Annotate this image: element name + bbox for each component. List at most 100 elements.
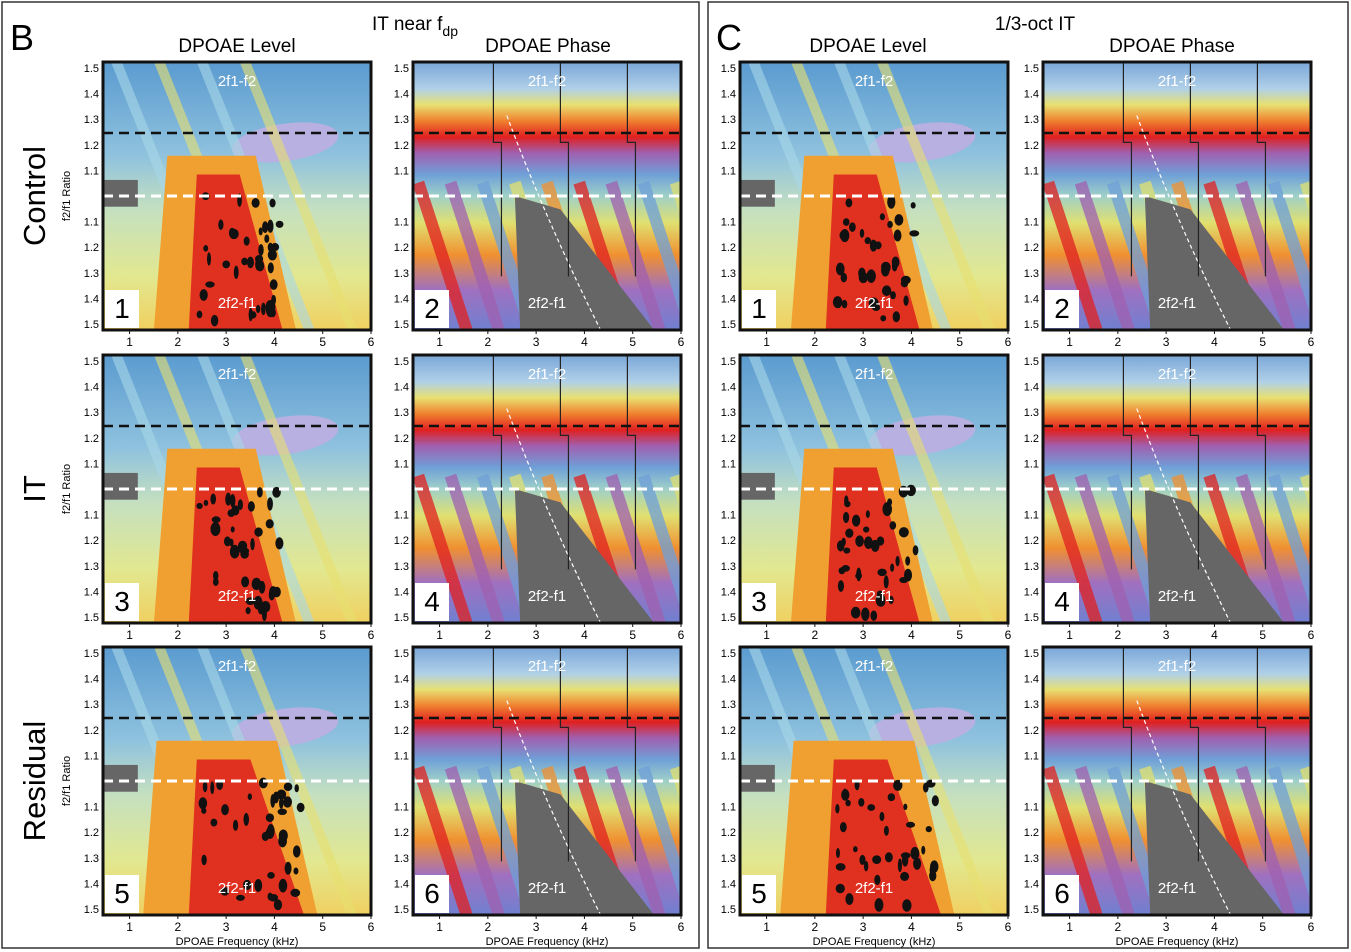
gray-mask bbox=[103, 179, 138, 207]
contour-spot bbox=[258, 777, 268, 789]
gray-mask bbox=[740, 179, 775, 207]
annotation: 2f2-f1 bbox=[1158, 880, 1196, 897]
contour-spot bbox=[201, 807, 207, 814]
contour-spot bbox=[206, 252, 212, 266]
contour-spot bbox=[858, 797, 865, 807]
y-tick-label: 1.3 bbox=[721, 561, 736, 573]
plot-frame bbox=[1041, 60, 1313, 332]
x-tick-label: 1 bbox=[1066, 920, 1073, 934]
contour-spot bbox=[222, 260, 231, 269]
contour-spot bbox=[210, 781, 215, 795]
contour-spot bbox=[196, 310, 203, 319]
contour-spot bbox=[865, 510, 870, 519]
contour-spot bbox=[912, 545, 919, 556]
contour-map bbox=[103, 62, 371, 330]
y-tick-label: 1.1 bbox=[84, 750, 99, 762]
contour-map bbox=[740, 62, 1008, 330]
y-tick-label: 1.2 bbox=[84, 242, 99, 254]
gray-mask bbox=[514, 196, 655, 330]
y-tick-label: 1.5 bbox=[84, 63, 99, 75]
contour-spot bbox=[890, 291, 896, 300]
plot-number: 5 bbox=[751, 878, 767, 909]
y-tick-label: 1.4 bbox=[84, 878, 99, 890]
y-tick-label: 1.5 bbox=[84, 612, 99, 624]
y-tick-label: 1.5 bbox=[84, 356, 99, 368]
y-tick-label: 1.3 bbox=[394, 853, 409, 865]
contour-spot bbox=[273, 899, 283, 911]
x-tick-label: 4 bbox=[1211, 335, 1218, 349]
plot-number-box bbox=[415, 290, 449, 328]
contour-region bbox=[188, 174, 283, 330]
contour-spot bbox=[845, 893, 854, 905]
phase-jump bbox=[1189, 355, 1200, 570]
contour-spot bbox=[887, 194, 896, 209]
annotation: 2f2-f1 bbox=[528, 880, 566, 897]
contour-spot bbox=[261, 302, 266, 316]
contour-spot bbox=[900, 871, 910, 882]
contour-spot bbox=[202, 781, 208, 793]
annotation: 2f1-f2 bbox=[855, 73, 893, 90]
contour-spot bbox=[264, 234, 270, 243]
plot-frame bbox=[101, 645, 373, 917]
y-tick-label: 1.5 bbox=[721, 63, 736, 75]
contour-spot bbox=[849, 222, 856, 232]
annotation: 2f1-f2 bbox=[528, 366, 566, 383]
y-tick-label: 1.3 bbox=[84, 114, 99, 126]
contour-spot bbox=[266, 824, 275, 838]
phase-jump bbox=[626, 647, 637, 862]
y-tick-label: 1.3 bbox=[721, 853, 736, 865]
y-tick-label: 1.2 bbox=[1024, 242, 1039, 254]
y-tick-label: 1.3 bbox=[1024, 853, 1039, 865]
y-tick-label: 1.3 bbox=[84, 853, 99, 865]
contour-spot bbox=[221, 804, 229, 816]
plot-number-box bbox=[105, 290, 139, 328]
contour-spot bbox=[872, 855, 882, 865]
y-tick-label: 1.5 bbox=[394, 63, 409, 75]
x-tick-label: 3 bbox=[860, 335, 867, 349]
x-tick-label: 4 bbox=[908, 628, 915, 642]
contour-map bbox=[103, 355, 371, 623]
contour-spot bbox=[866, 272, 872, 281]
y-tick-label: 1.2 bbox=[394, 535, 409, 547]
contour-spot bbox=[269, 198, 276, 208]
contour-map bbox=[413, 62, 681, 330]
y-tick-label: 1.1 bbox=[1024, 165, 1039, 177]
gray-mask bbox=[514, 489, 655, 623]
y-tick-label: 1.3 bbox=[394, 114, 409, 126]
x-tick-label: 4 bbox=[1211, 628, 1218, 642]
plot-number-box bbox=[1045, 875, 1079, 913]
x-tick-label: 4 bbox=[581, 628, 588, 642]
y-tick-label: 1.2 bbox=[394, 242, 409, 254]
contour-spot bbox=[922, 782, 929, 793]
y-tick-label: 1.2 bbox=[84, 433, 99, 445]
y-tick-label: 1.3 bbox=[84, 407, 99, 419]
y-tick-label: 1.1 bbox=[84, 165, 99, 177]
y-tick-label: 1.2 bbox=[1024, 140, 1039, 152]
plot-number-box bbox=[1045, 290, 1079, 328]
y-tick-label: 1.2 bbox=[1024, 535, 1039, 547]
y-tick-label: 1.4 bbox=[394, 382, 409, 394]
contour-spot bbox=[863, 536, 873, 549]
y-tick-label: 1.3 bbox=[394, 407, 409, 419]
y-tick-label: 1.2 bbox=[1024, 433, 1039, 445]
contour-spot bbox=[201, 854, 207, 866]
contour-map bbox=[1043, 62, 1311, 330]
x-axis-label: DPOAE Frequency (kHz) bbox=[486, 936, 609, 948]
contour-spot bbox=[269, 279, 278, 290]
y-tick-label: 1.4 bbox=[394, 878, 409, 890]
y-tick-label: 1.5 bbox=[84, 904, 99, 916]
y-tick-label: 1.1 bbox=[84, 458, 99, 470]
contour-spot bbox=[835, 847, 840, 859]
panel-frame bbox=[1, 1, 700, 949]
x-tick-label: 5 bbox=[629, 920, 636, 934]
row-label: Control bbox=[17, 146, 52, 246]
y-tick-label: 1.4 bbox=[84, 382, 99, 394]
panel-title-text: IT near f bbox=[372, 14, 443, 35]
contour-spot bbox=[245, 607, 251, 615]
y-tick-label: 1.2 bbox=[1024, 827, 1039, 839]
contour-spot bbox=[870, 539, 880, 552]
contour-spot bbox=[284, 861, 292, 875]
contour-spot bbox=[888, 595, 894, 605]
y-tick-label: 1.1 bbox=[84, 217, 99, 229]
contour-streak bbox=[413, 765, 473, 915]
